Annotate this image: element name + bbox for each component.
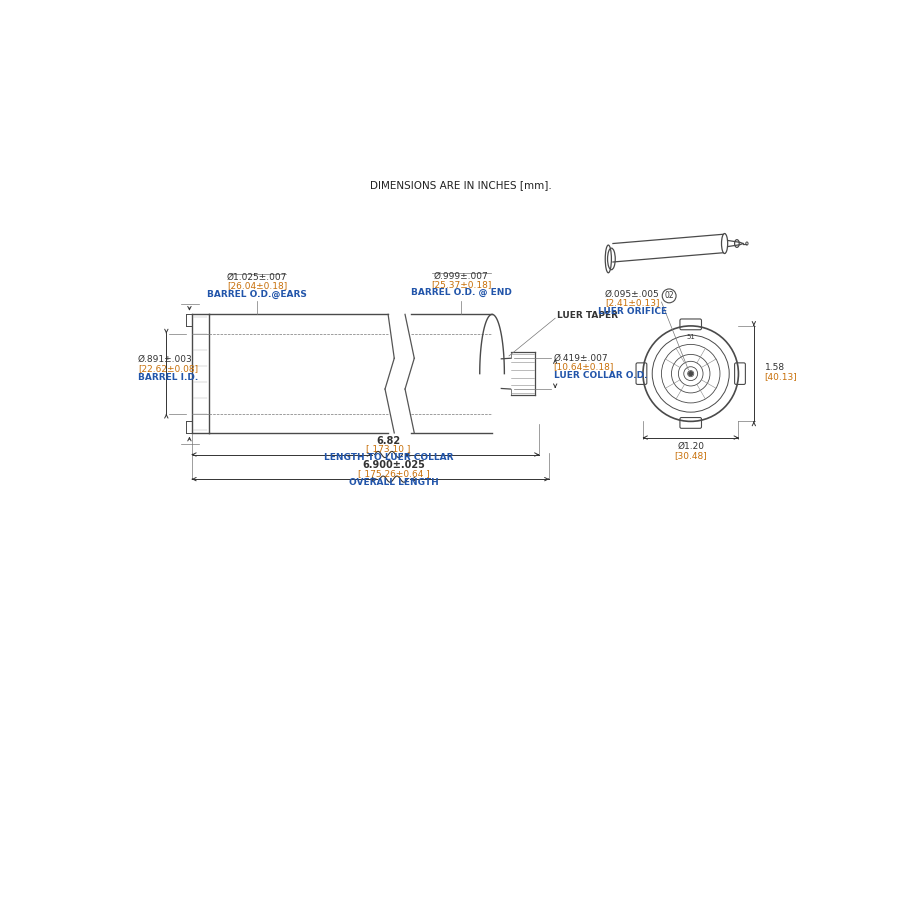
Text: LENGTH TO LUER COLLAR: LENGTH TO LUER COLLAR [324, 453, 454, 462]
Text: [ 175.26±0.64 ]: [ 175.26±0.64 ] [357, 469, 429, 478]
Text: BARREL I.D.: BARREL I.D. [138, 373, 198, 382]
Text: Ø1.025±.007: Ø1.025±.007 [227, 273, 287, 282]
Text: OVERALL LENGTH: OVERALL LENGTH [348, 478, 438, 487]
Text: Ø.095±.005: Ø.095±.005 [605, 290, 660, 299]
Circle shape [688, 372, 693, 375]
Text: Ø1.20: Ø1.20 [677, 442, 704, 451]
Text: [25.37±0.18]: [25.37±0.18] [431, 280, 491, 289]
Text: 6.900±.025: 6.900±.025 [362, 460, 425, 471]
Text: DIMENSIONS ARE IN INCHES [mm].: DIMENSIONS ARE IN INCHES [mm]. [371, 180, 552, 190]
Text: [ 173.10 ]: [ 173.10 ] [366, 445, 410, 454]
Text: 6.82: 6.82 [376, 436, 400, 446]
Text: [30.48]: [30.48] [674, 451, 707, 460]
Text: [2.41±0.13]: [2.41±0.13] [605, 298, 660, 307]
Text: LUER ORIFICE: LUER ORIFICE [598, 307, 667, 316]
Text: LUER COLLAR O.D.: LUER COLLAR O.D. [554, 371, 647, 380]
Text: [22.62±0.08]: [22.62±0.08] [138, 364, 198, 373]
Text: BARREL O.D. @ END: BARREL O.D. @ END [410, 288, 512, 297]
Text: Ø.419±.007: Ø.419±.007 [554, 354, 608, 363]
Text: 02: 02 [664, 292, 674, 301]
Text: LUER TAPER: LUER TAPER [557, 311, 617, 320]
Text: [26.04±0.18]: [26.04±0.18] [227, 282, 287, 291]
Text: 1.58: 1.58 [765, 363, 785, 372]
Text: 51: 51 [687, 334, 695, 339]
Text: Ø.999±.007: Ø.999±.007 [434, 272, 489, 281]
Text: Ø.891±.003: Ø.891±.003 [138, 356, 193, 364]
Text: BARREL O.D.@EARS: BARREL O.D.@EARS [207, 290, 307, 299]
Text: [10.64±0.18]: [10.64±0.18] [554, 362, 614, 371]
Text: [40.13]: [40.13] [765, 373, 797, 382]
